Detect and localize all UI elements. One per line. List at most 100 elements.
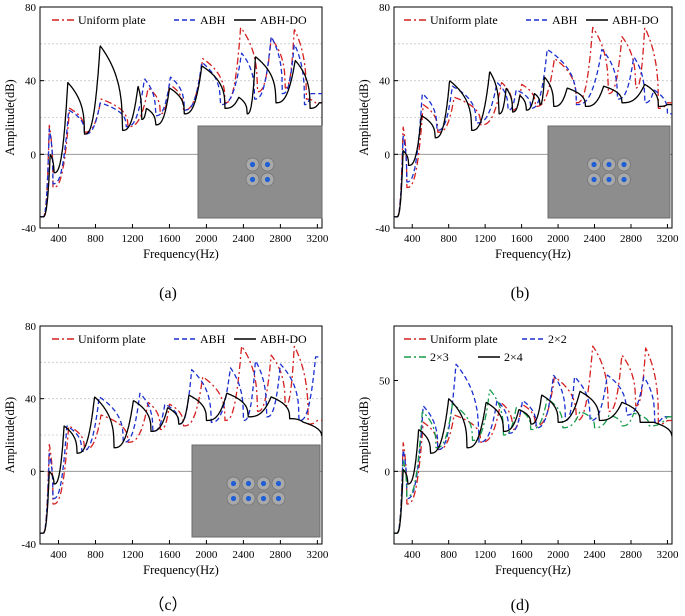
plate-inset	[191, 444, 321, 538]
x-tick-label: 2800	[620, 549, 643, 561]
x-tick-label: 800	[440, 549, 457, 561]
abh-dot	[249, 161, 256, 168]
y-tick-label: 80	[25, 321, 37, 333]
y-tick-label: 0	[31, 466, 37, 478]
x-tick-label: 800	[440, 233, 457, 245]
legend-entry: Uniform plate	[430, 332, 498, 346]
legend-entry: ABH	[552, 13, 578, 27]
series-group	[394, 345, 672, 534]
series-line-uniform-plate	[394, 26, 672, 218]
series-group	[394, 26, 672, 218]
x-tick-label: 2800	[620, 233, 643, 245]
abh-dot	[260, 480, 267, 487]
x-tick-label: 3200	[306, 549, 329, 561]
x-tick-label: 400	[404, 233, 421, 245]
abh-dot	[264, 161, 271, 168]
x-tick-label: 400	[50, 233, 67, 245]
abh-dot	[260, 495, 267, 502]
legend: Uniform plate ABH ABH-DO	[52, 332, 307, 346]
abh-dot	[621, 161, 627, 168]
x-tick-label: 1200	[474, 233, 497, 245]
x-tick-label: 2400	[584, 549, 607, 561]
plate-inset-bg	[191, 444, 321, 538]
x-tick-label: 2400	[584, 233, 607, 245]
abh-dot	[249, 176, 256, 183]
legend-entry: ABH	[200, 13, 226, 27]
x-tick-label: 2800	[269, 549, 292, 561]
x-tick-label: 1200	[121, 549, 144, 561]
abh-dot	[591, 176, 597, 183]
x-axis-label: Frequency(Hz)	[495, 563, 571, 577]
y-tick-label: 0	[385, 149, 391, 161]
abh-dot	[230, 480, 237, 487]
legend: Uniform plate ABH ABH-DO	[52, 13, 307, 27]
abh-dot	[245, 495, 252, 502]
y-tick-label: 50	[379, 376, 391, 388]
x-tick-label: 400	[50, 549, 67, 561]
series-line-abh-do	[40, 392, 322, 534]
abh-dot	[264, 176, 271, 183]
x-tick-label: 1600	[158, 549, 181, 561]
y-tick-label: 40	[379, 76, 391, 88]
abh-dot	[606, 176, 612, 183]
series-group	[40, 26, 322, 218]
series-group	[40, 345, 322, 534]
abh-dot	[275, 480, 282, 487]
x-tick-label: 2000	[547, 233, 570, 245]
abh-dot	[621, 176, 627, 183]
plate-inset	[197, 125, 323, 219]
x-tick-label: 3200	[656, 233, 679, 245]
panel-caption: (b)	[511, 285, 530, 302]
x-tick-label: 2400	[232, 549, 255, 561]
plate-inset-bg	[547, 125, 671, 219]
y-tick-label: -40	[21, 223, 36, 235]
x-tick-label: 2400	[232, 233, 255, 245]
x-tick-label: 1600	[511, 549, 534, 561]
y-axis-label: Amplitude(dB)	[357, 79, 371, 155]
y-axis-label: Amplitude(dB)	[357, 397, 371, 473]
x-axis-label: Frequency(Hz)	[143, 247, 219, 261]
chart-panel-d: 400 800 1200 1600 2000 2400 2800 3200 0 50 Frequen…	[357, 325, 679, 614]
panel-caption: （c）	[148, 596, 187, 614]
x-tick-label: 2000	[195, 233, 218, 245]
y-tick-label: 0	[385, 466, 391, 478]
legend-entry: 2×3	[430, 350, 449, 364]
series-line-abh-do	[40, 45, 322, 218]
x-tick-label: 800	[87, 233, 104, 245]
y-axis-label: Amplitude(dB)	[3, 79, 17, 155]
plot-frame	[39, 6, 323, 229]
x-axis-label: Frequency(Hz)	[495, 247, 571, 261]
x-tick-label: 1600	[511, 233, 534, 245]
legend-entry: Uniform plate	[78, 13, 146, 27]
y-tick-label: -40	[21, 539, 36, 551]
panel-caption: (a)	[159, 285, 177, 302]
series-line-abh	[394, 48, 672, 218]
series-line-uniform-plate	[40, 26, 322, 218]
y-tick-label: 40	[25, 394, 37, 406]
legend-entry: ABH-DO	[260, 13, 307, 27]
x-tick-label: 2000	[547, 549, 570, 561]
abh-dot	[245, 480, 252, 487]
series-line-2-4	[394, 390, 672, 534]
plate-inset-bg	[197, 125, 323, 219]
legend: Uniform plate 2×2 2×3 2×4	[404, 332, 567, 364]
y-axis-label: Amplitude(dB)	[3, 397, 17, 473]
legend-entry: ABH-DO	[612, 13, 659, 27]
x-tick-label: 2000	[195, 549, 218, 561]
legend-entry: 2×2	[548, 332, 567, 346]
x-tick-label: 800	[87, 549, 104, 561]
x-tick-label: 3200	[656, 549, 679, 561]
x-tick-label: 1200	[121, 233, 144, 245]
x-tick-label: 400	[404, 549, 421, 561]
legend-entry: ABH-DO	[260, 332, 307, 346]
panel-caption: (d)	[511, 597, 530, 614]
series-line-2-3	[394, 389, 672, 534]
y-tick-label: 40	[25, 76, 37, 88]
x-tick-label: 2800	[269, 233, 292, 245]
chart-panel-b: 400 800 1200 1600 2000 2400 2800 3200 -40 0 40 80 Fr…	[357, 2, 679, 302]
abh-dot	[591, 161, 597, 168]
x-tick-label: 1200	[474, 549, 497, 561]
chart-panel-a: 400 800 1200 1600 2000 2400 2800 3200 -40 0 40 80 Fr…	[3, 2, 329, 302]
x-tick-label: 1600	[158, 233, 181, 245]
